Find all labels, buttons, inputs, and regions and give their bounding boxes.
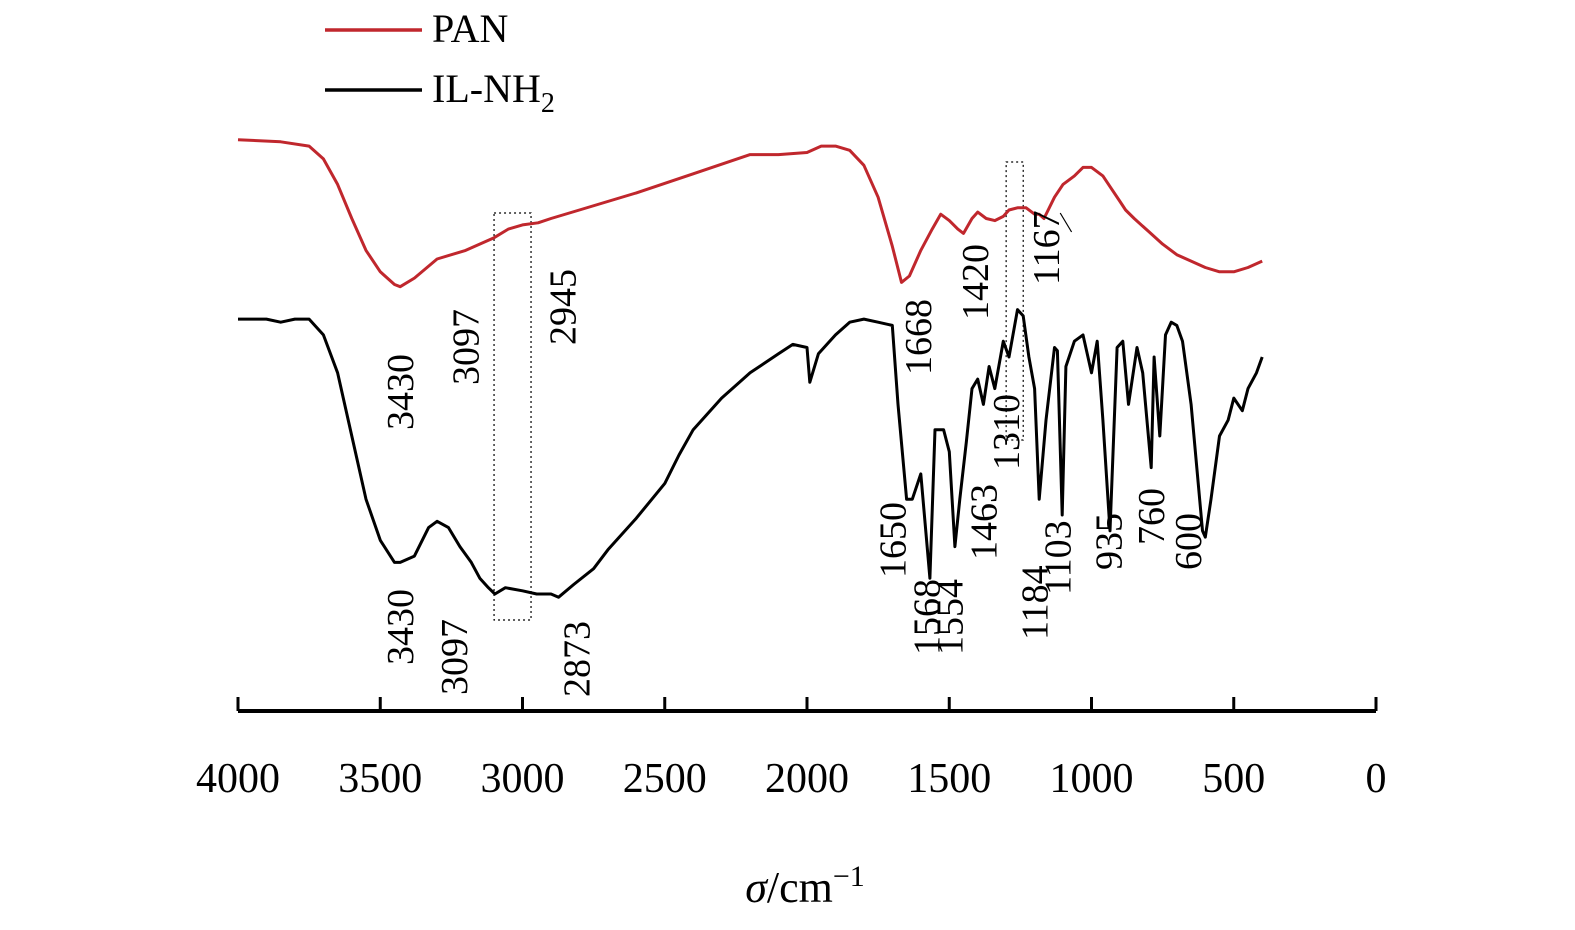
x-tick-label-3: 2500 bbox=[623, 756, 707, 802]
series-line-1 bbox=[238, 308, 1264, 599]
peak-label-18: 600 bbox=[1168, 513, 1210, 570]
peak-label-14: 1184 bbox=[1015, 565, 1057, 640]
legend-label-il-nh2: IL-NH2 bbox=[432, 66, 555, 119]
x-tick-label-8: 0 bbox=[1366, 756, 1387, 802]
highlight-box-1 bbox=[1005, 161, 1024, 441]
highlight-box-0 bbox=[493, 212, 532, 621]
peak-label-6: 3430 bbox=[380, 589, 422, 665]
peak-label-7: 3097 bbox=[434, 619, 476, 695]
x-tick-label-7: 500 bbox=[1202, 756, 1265, 802]
x-tick-label-0: 4000 bbox=[196, 756, 280, 802]
x-tick-label-5: 1500 bbox=[907, 756, 991, 802]
x-tick-label-2: 3000 bbox=[481, 756, 565, 802]
legend-label-il-nh2-base: IL-NH bbox=[432, 66, 541, 111]
peak-label-4: 1420 bbox=[955, 244, 997, 320]
x-axis-label-exponent: −1 bbox=[833, 860, 865, 893]
peak-label-15: 1103 bbox=[1037, 520, 1079, 595]
peak-label-11: 1554 bbox=[929, 579, 971, 655]
x-tick-label-1: 3500 bbox=[338, 756, 422, 802]
peak-pointer-1167 bbox=[1059, 212, 1073, 233]
legend-label-pan-base: PAN bbox=[432, 6, 508, 51]
peak-label-17: 760 bbox=[1131, 488, 1173, 545]
x-axis-label-symbol: σ bbox=[745, 863, 769, 912]
series-lines bbox=[237, 138, 1264, 599]
peak-label-8: 2873 bbox=[557, 621, 599, 697]
highlight-boxes bbox=[493, 161, 1024, 621]
peak-label-10: 1568 bbox=[907, 579, 949, 655]
peak-label-3: 1668 bbox=[898, 299, 940, 375]
series-line-0 bbox=[237, 138, 1263, 289]
peak-label-12: 1463 bbox=[963, 484, 1005, 560]
x-axis-label: σ/cm−1 bbox=[745, 860, 865, 912]
peak-label-16: 935 bbox=[1089, 513, 1131, 570]
peak-label-13: 1310 bbox=[986, 394, 1028, 470]
x-axis: 4000 3500 3000 2500 2000 1500 1000 500 0 bbox=[196, 697, 1387, 802]
peak-label-9: 1650 bbox=[872, 502, 914, 578]
peak-label-2: 2945 bbox=[542, 269, 584, 345]
x-tick-label-6: 1000 bbox=[1050, 756, 1134, 802]
peak-labels: 3430 3097 2945 1668 1420 1167 3430 3097 2873 1650… bbox=[380, 210, 1210, 697]
x-axis-label-unit: /cm bbox=[767, 863, 833, 912]
peak-label-0: 3430 bbox=[380, 354, 422, 430]
legend-label-il-nh2-sub: 2 bbox=[541, 88, 555, 119]
peak-label-5: 1167 bbox=[1026, 210, 1068, 285]
legend-label-pan: PAN bbox=[432, 6, 508, 51]
legend: PAN IL-NH2 bbox=[325, 6, 555, 119]
peak-label-1: 3097 bbox=[446, 309, 488, 385]
x-tick-label-4: 2000 bbox=[765, 756, 849, 802]
